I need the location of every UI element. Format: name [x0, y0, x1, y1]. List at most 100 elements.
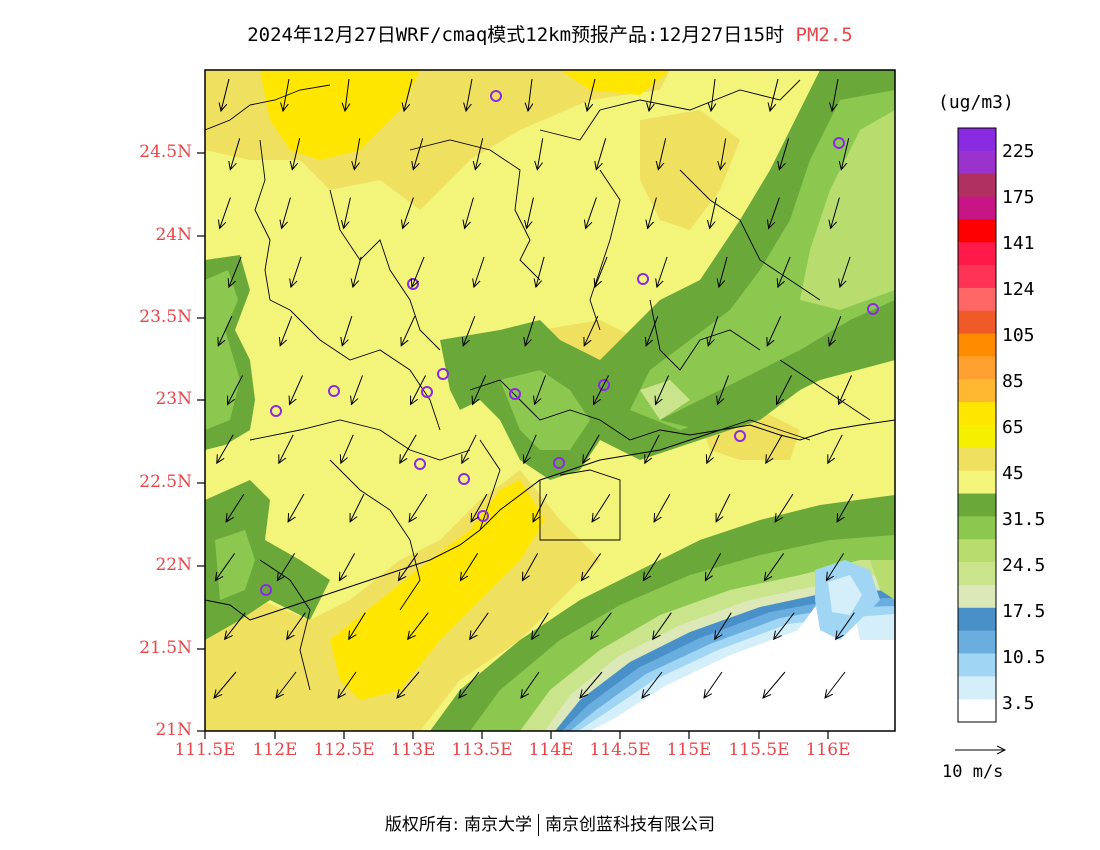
wind-arrow [521, 671, 540, 698]
station-marker [734, 430, 746, 442]
wind-arrow [412, 256, 425, 287]
legend-label: 105 [1002, 325, 1035, 346]
wind-arrow [831, 197, 840, 229]
station-marker [328, 385, 340, 397]
wind-arrow [775, 493, 794, 522]
station-marker [637, 273, 649, 285]
wind-arrow [341, 434, 354, 463]
wind-arrow [645, 434, 660, 463]
wind-arrow [283, 78, 290, 111]
wind-arrow [528, 78, 532, 111]
wind-arrow [525, 316, 536, 346]
wind-arrow [715, 612, 732, 640]
colorbar-segment [958, 653, 996, 677]
legend-label: 45 [1002, 463, 1024, 484]
legend-label: 24.5 [1002, 555, 1046, 576]
station-marker [490, 90, 502, 102]
company-text: 南京创蓝科技有限公司 [545, 815, 716, 835]
wind-vectors [214, 78, 855, 698]
wind-arrow [707, 434, 720, 463]
colorbar-segment [958, 196, 996, 220]
wind-reference-label: 10 m/s [942, 762, 1004, 782]
wind-arrow [524, 434, 537, 463]
colorbar-segment [958, 607, 996, 632]
colorbar-segment [958, 310, 996, 335]
lat-label: 23N [155, 389, 192, 409]
colorbar-segment [958, 219, 996, 243]
wind-arrow [769, 197, 780, 229]
colorbar-segment [958, 287, 996, 312]
map-title: 2024年12月27日WRF/cmaq模式12km预报产品:12月27日15时 … [0, 20, 1100, 47]
wind-arrow [400, 434, 417, 463]
wind-arrow [584, 315, 599, 346]
wind-arrow [535, 375, 546, 405]
lon-label: 112E [252, 740, 298, 760]
wind-arrow [764, 553, 785, 580]
wind-arrow [409, 493, 428, 522]
lat-label: 22N [155, 555, 192, 575]
colorbar-segment [958, 128, 996, 152]
wind-arrow [287, 612, 306, 640]
lat-label: 24N [155, 225, 192, 245]
wind-arrow [718, 375, 729, 405]
colorbar-segment [958, 493, 996, 517]
wind-arrow [653, 612, 672, 640]
colorbar-segment [958, 630, 996, 654]
wind-arrow [288, 493, 305, 522]
lon-label: 115E [666, 740, 712, 760]
colorbar-segment [958, 265, 996, 289]
wind-arrow [708, 316, 719, 346]
wind-arrow [230, 138, 241, 169]
colorbar-segment [958, 447, 996, 472]
wind-arrow [465, 197, 474, 229]
wind-arrow [354, 138, 361, 169]
wind-arrow [840, 256, 851, 287]
wind-arrow [350, 493, 365, 522]
station-marker [421, 386, 433, 398]
lon-label: 114.5E [589, 740, 651, 760]
wind-arrow [716, 493, 731, 522]
wind-arrow [470, 612, 489, 640]
station-markers [260, 90, 879, 596]
wind-arrow [403, 197, 414, 229]
legend-unit: (ug/m3) [938, 92, 1014, 113]
wind-arrow [344, 197, 351, 229]
wind-arrow [473, 375, 486, 405]
title-pollutant: PM2.5 [795, 24, 853, 46]
station-marker [833, 137, 845, 149]
wind-arrow [826, 553, 845, 580]
wind-arrow [705, 553, 722, 580]
wind-arrow [828, 434, 843, 463]
wind-arrow [218, 315, 233, 346]
wind-arrow [475, 138, 484, 169]
wind-arrow [595, 256, 608, 287]
wind-arrow [778, 256, 791, 287]
wind-arrow [649, 78, 656, 111]
wind-arrow [229, 256, 242, 287]
wind-arrow [777, 375, 792, 405]
legend-label: 175 [1002, 187, 1035, 208]
concentration-field [205, 70, 895, 731]
wind-arrow [277, 553, 296, 580]
station-marker [414, 458, 426, 470]
copyright-text: 版权所有: 南京大学 [384, 815, 533, 835]
colorbar-frame [957, 127, 997, 723]
wind-arrow [580, 671, 603, 698]
wind-arrow [592, 493, 611, 522]
wind-arrow [280, 316, 293, 346]
wind-arrow [217, 434, 234, 463]
wind-arrow [522, 553, 539, 580]
wind-arrow [408, 612, 429, 640]
wind-arrow [279, 434, 294, 463]
wind-arrow [411, 375, 426, 405]
station-marker [867, 303, 879, 315]
wind-arrow [215, 553, 236, 580]
station-marker [437, 368, 449, 380]
wind-arrow [345, 78, 349, 111]
wind-arrow [352, 375, 363, 405]
wind-arrow [710, 197, 717, 229]
wind-arrow [527, 197, 534, 229]
wind-arrow [342, 316, 353, 346]
colorbar-segment [958, 699, 996, 723]
wind-arrow [642, 671, 663, 698]
